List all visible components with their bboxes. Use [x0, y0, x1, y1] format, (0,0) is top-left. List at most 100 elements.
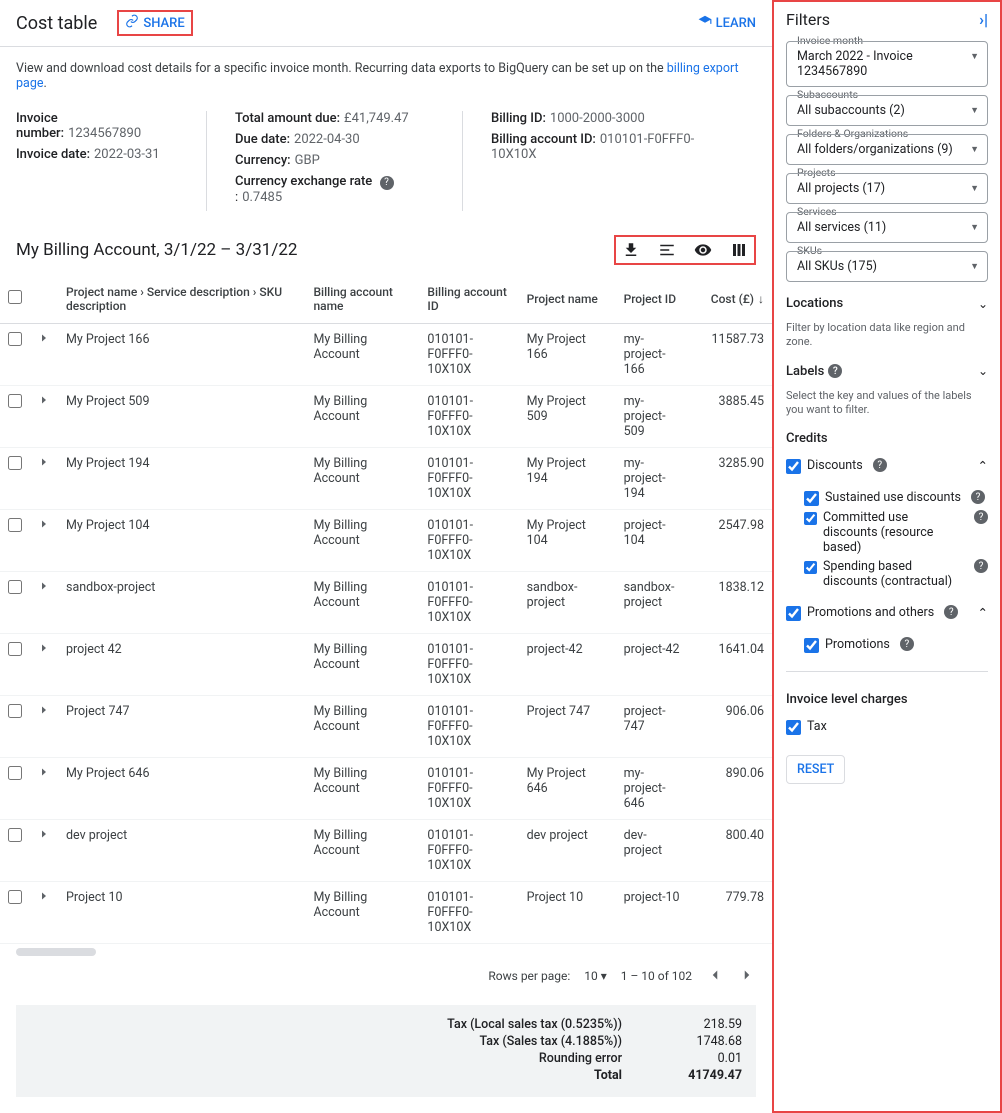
help-icon[interactable]: ?	[873, 458, 887, 472]
expand-icon[interactable]	[38, 829, 50, 844]
table-row[interactable]: My Project 166My Billing Account010101-F…	[0, 323, 772, 385]
row-checkbox[interactable]	[8, 642, 22, 656]
select-all-checkbox[interactable]	[8, 290, 22, 304]
col-billing-acct-name[interactable]: Billing account name	[305, 275, 419, 324]
subaccounts-select[interactable]: Subaccounts All subaccounts (2)	[786, 95, 988, 126]
table-row[interactable]: Project 747My Billing Account010101-F0FF…	[0, 695, 772, 757]
expand-icon[interactable]	[38, 395, 50, 410]
share-button[interactable]: SHARE	[125, 14, 184, 32]
cell-cost: 906.06	[692, 695, 772, 757]
expand-icon[interactable]	[38, 705, 50, 720]
row-checkbox[interactable]	[8, 766, 22, 780]
discount-child-checkbox[interactable]: Committed use discounts (resource based)…	[804, 510, 988, 555]
expand-icon[interactable]	[38, 333, 50, 348]
row-checkbox[interactable]	[8, 332, 22, 346]
help-icon[interactable]: ?	[971, 490, 985, 504]
cell-project-desc: Project 10	[58, 881, 305, 943]
discounts-checkbox[interactable]: Discounts ? ⌃	[786, 458, 988, 474]
cell-billing-acct-name: My Billing Account	[305, 695, 419, 757]
link-icon	[125, 14, 139, 32]
cell-billing-acct-name: My Billing Account	[305, 323, 419, 385]
invoice-charges-title: Invoice level charges	[786, 692, 988, 707]
expand-icon[interactable]	[38, 891, 50, 906]
cell-billing-acct-id: 010101-F0FFF0-10X10X	[419, 323, 518, 385]
table-row[interactable]: dev projectMy Billing Account010101-F0FF…	[0, 819, 772, 881]
cell-project-name: My Project 646	[519, 757, 616, 819]
help-icon[interactable]: ?	[380, 176, 394, 190]
col-project-name[interactable]: Project name	[519, 275, 616, 324]
horizontal-scrollbar[interactable]	[16, 948, 96, 956]
table-row[interactable]: My Project 509My Billing Account010101-F…	[0, 385, 772, 447]
cell-billing-acct-id: 010101-F0FFF0-10X10X	[419, 695, 518, 757]
labels-section[interactable]: Labels?⌄	[786, 364, 988, 379]
projects-select[interactable]: Projects All projects (17)	[786, 173, 988, 204]
col-project-desc[interactable]: Project name › Service description › SKU…	[58, 275, 305, 324]
skus-select[interactable]: SKUs All SKUs (175)	[786, 251, 988, 282]
cell-project-id: my-project-509	[616, 385, 692, 447]
expand-icon[interactable]	[38, 457, 50, 472]
cell-project-name: My Project 194	[519, 447, 616, 509]
credits-title: Credits	[786, 431, 988, 446]
row-checkbox[interactable]	[8, 456, 22, 470]
cell-project-desc: My Project 509	[58, 385, 305, 447]
tax-checkbox[interactable]: Tax	[786, 719, 988, 735]
discount-child-checkbox[interactable]: Spending based discounts (contractual)?	[804, 559, 988, 589]
cell-project-id: dev-project	[616, 819, 692, 881]
cell-billing-acct-id: 010101-F0FFF0-10X10X	[419, 509, 518, 571]
cell-billing-acct-name: My Billing Account	[305, 633, 419, 695]
filters-title: Filters	[786, 10, 830, 29]
help-icon[interactable]: ?	[900, 637, 914, 651]
collapse-filters-icon[interactable]: ›|	[979, 10, 988, 29]
invoice-month-select[interactable]: Invoice month March 2022 - Invoice 12345…	[786, 41, 988, 87]
cell-cost: 1838.12	[692, 571, 772, 633]
cell-cost: 2547.98	[692, 509, 772, 571]
promotions-checkbox[interactable]: Promotions and others ? ⌃	[786, 605, 988, 621]
chevron-up-icon: ⌃	[978, 458, 988, 474]
cell-project-name: My Project 509	[519, 385, 616, 447]
rows-per-page-select[interactable]: 10 ▾	[584, 969, 607, 983]
folders-select[interactable]: Folders & Organizations All folders/orga…	[786, 134, 988, 165]
col-cost[interactable]: Cost (£)↓	[692, 275, 772, 324]
expand-icon[interactable]	[38, 767, 50, 782]
services-select[interactable]: Services All services (11)	[786, 212, 988, 243]
next-page-icon[interactable]	[738, 966, 756, 987]
prev-page-icon[interactable]	[706, 966, 724, 987]
table-row[interactable]: My Project 646My Billing Account010101-F…	[0, 757, 772, 819]
cell-project-desc: sandbox-project	[58, 571, 305, 633]
table-row[interactable]: project 42My Billing Account010101-F0FFF…	[0, 633, 772, 695]
learn-icon	[698, 14, 712, 32]
row-checkbox[interactable]	[8, 394, 22, 408]
columns-icon[interactable]	[730, 241, 748, 259]
help-icon[interactable]: ?	[944, 605, 958, 619]
expand-icon[interactable]	[38, 519, 50, 534]
reset-button[interactable]: RESET	[786, 755, 845, 784]
cell-project-name: My Project 104	[519, 509, 616, 571]
table-row[interactable]: My Project 194My Billing Account010101-F…	[0, 447, 772, 509]
cell-billing-acct-name: My Billing Account	[305, 819, 419, 881]
col-project-id[interactable]: Project ID	[616, 275, 692, 324]
row-checkbox[interactable]	[8, 704, 22, 718]
table-row[interactable]: Project 10My Billing Account010101-F0FFF…	[0, 881, 772, 943]
table-row[interactable]: sandbox-projectMy Billing Account010101-…	[0, 571, 772, 633]
learn-button[interactable]: LEARN	[698, 14, 756, 32]
visibility-icon[interactable]	[694, 241, 712, 259]
discount-child-checkbox[interactable]: Sustained use discounts?	[804, 490, 988, 506]
row-checkbox[interactable]	[8, 828, 22, 842]
row-checkbox[interactable]	[8, 580, 22, 594]
summary-panel: Tax (Local sales tax (0.5235%))218.59Tax…	[16, 1005, 756, 1097]
promotion-child-checkbox[interactable]: Promotions?	[804, 637, 988, 653]
row-checkbox[interactable]	[8, 890, 22, 904]
help-icon[interactable]: ?	[974, 510, 988, 524]
download-icon[interactable]	[622, 241, 640, 259]
row-checkbox[interactable]	[8, 518, 22, 532]
table-row[interactable]: My Project 104My Billing Account010101-F…	[0, 509, 772, 571]
cell-project-id: my-project-194	[616, 447, 692, 509]
help-icon[interactable]: ?	[828, 364, 842, 378]
col-billing-acct-id[interactable]: Billing account ID	[419, 275, 518, 324]
expand-icon[interactable]	[38, 643, 50, 658]
layout-icon[interactable]	[658, 241, 676, 259]
locations-section[interactable]: Locations⌄	[786, 296, 988, 311]
expand-icon[interactable]	[38, 581, 50, 596]
help-icon[interactable]: ?	[974, 559, 988, 573]
cell-billing-acct-id: 010101-F0FFF0-10X10X	[419, 633, 518, 695]
